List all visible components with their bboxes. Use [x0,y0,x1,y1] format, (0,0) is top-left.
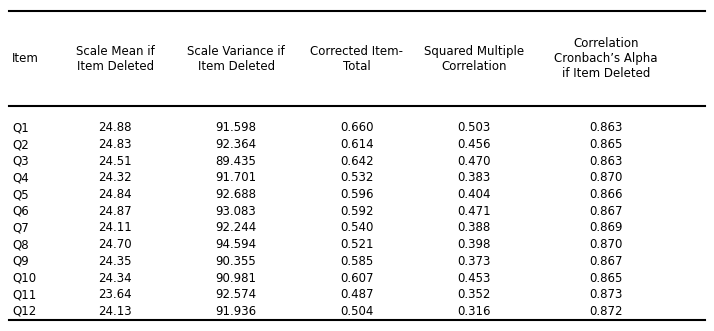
Text: 0.592: 0.592 [341,205,373,218]
Text: 0.456: 0.456 [458,138,491,151]
Text: 24.35: 24.35 [99,255,132,268]
Text: Q2: Q2 [12,138,29,151]
Text: 0.867: 0.867 [589,205,623,218]
Text: 24.51: 24.51 [99,155,132,168]
Text: 24.34: 24.34 [99,271,132,285]
Text: 24.87: 24.87 [99,205,132,218]
Text: 24.70: 24.70 [99,238,132,251]
Text: 89.435: 89.435 [216,155,256,168]
Text: 0.585: 0.585 [341,255,373,268]
Text: 0.470: 0.470 [458,155,491,168]
Text: 0.471: 0.471 [458,205,491,218]
Text: 0.866: 0.866 [589,188,623,201]
Text: Q12: Q12 [12,305,36,318]
Text: 0.504: 0.504 [341,305,373,318]
Text: 0.521: 0.521 [341,238,373,251]
Text: 0.870: 0.870 [589,238,623,251]
Text: 0.503: 0.503 [458,121,491,134]
Text: 0.383: 0.383 [458,171,491,184]
Text: 0.873: 0.873 [589,288,623,301]
Text: 91.701: 91.701 [216,171,256,184]
Text: 0.373: 0.373 [458,255,491,268]
Text: Squared Multiple
Correlation: Squared Multiple Correlation [424,45,524,73]
Text: 92.364: 92.364 [216,138,256,151]
Text: 24.13: 24.13 [99,305,132,318]
Text: 23.64: 23.64 [99,288,132,301]
Text: 0.863: 0.863 [589,121,623,134]
Text: 0.867: 0.867 [589,255,623,268]
Text: 0.865: 0.865 [589,271,623,285]
Text: 0.642: 0.642 [340,155,374,168]
Text: 24.83: 24.83 [99,138,132,151]
Text: 24.32: 24.32 [99,171,132,184]
Text: Q3: Q3 [12,155,29,168]
Text: Scale Variance if
Item Deleted: Scale Variance if Item Deleted [187,45,285,73]
Text: Q6: Q6 [12,205,29,218]
Text: 0.870: 0.870 [589,171,623,184]
Text: 90.355: 90.355 [216,255,256,268]
Text: 94.594: 94.594 [216,238,256,251]
Text: 0.614: 0.614 [340,138,374,151]
Text: 0.596: 0.596 [341,188,373,201]
Text: 24.84: 24.84 [99,188,132,201]
Text: Scale Mean if
Item Deleted: Scale Mean if Item Deleted [76,45,154,73]
Text: 0.352: 0.352 [458,288,491,301]
Text: 90.981: 90.981 [216,271,256,285]
Text: 92.688: 92.688 [216,188,256,201]
Text: 0.316: 0.316 [458,305,491,318]
Text: 0.872: 0.872 [589,305,623,318]
Text: 92.574: 92.574 [216,288,256,301]
Text: 0.404: 0.404 [458,188,491,201]
Text: 0.453: 0.453 [458,271,491,285]
Text: 0.869: 0.869 [589,221,623,234]
Text: 0.487: 0.487 [341,288,373,301]
Text: Q9: Q9 [12,255,29,268]
Text: Correlation
Cronbach’s Alpha
if Item Deleted: Correlation Cronbach’s Alpha if Item Del… [554,37,658,80]
Text: Q4: Q4 [12,171,29,184]
Text: Q8: Q8 [12,238,29,251]
Text: 0.540: 0.540 [341,221,373,234]
Text: 24.11: 24.11 [99,221,132,234]
Text: 0.607: 0.607 [341,271,373,285]
Text: Corrected Item-
Total: Corrected Item- Total [311,45,403,73]
Text: 24.88: 24.88 [99,121,132,134]
Text: Q10: Q10 [12,271,36,285]
Text: Q1: Q1 [12,121,29,134]
Text: 0.388: 0.388 [458,221,491,234]
Text: Item: Item [12,52,39,65]
Text: 92.244: 92.244 [216,221,257,234]
Text: 91.936: 91.936 [216,305,256,318]
Text: Q11: Q11 [12,288,36,301]
Text: 0.660: 0.660 [341,121,373,134]
Text: 0.398: 0.398 [458,238,491,251]
Text: 91.598: 91.598 [216,121,256,134]
Text: 0.532: 0.532 [341,171,373,184]
Text: Q7: Q7 [12,221,29,234]
Text: 0.863: 0.863 [589,155,623,168]
Text: Q5: Q5 [12,188,29,201]
Text: 0.865: 0.865 [589,138,623,151]
Text: 93.083: 93.083 [216,205,256,218]
